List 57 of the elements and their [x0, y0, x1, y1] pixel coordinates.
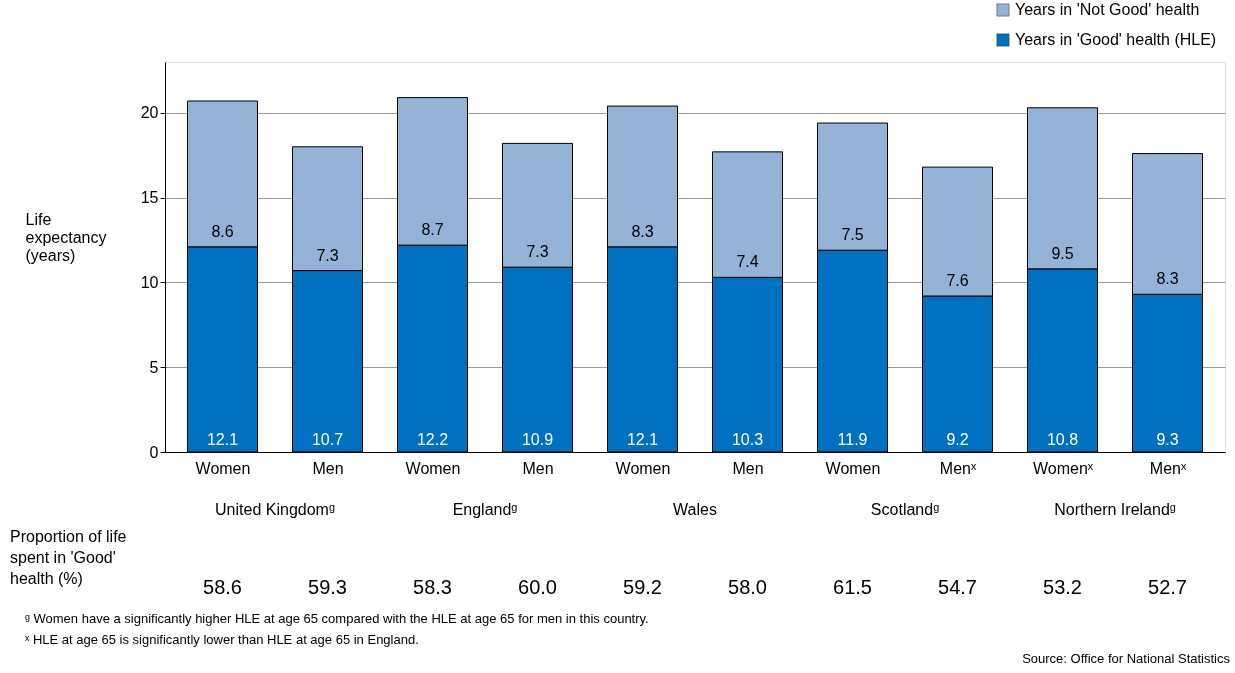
data-label: 8.3: [1156, 270, 1179, 288]
x-tick-label: Men: [522, 459, 554, 477]
data-label: 9.5: [1051, 244, 1074, 262]
data-label: 7.6: [946, 272, 969, 289]
text: Englandᵍ: [452, 501, 518, 518]
source-note: Source: Office for National Statistics: [1022, 651, 1231, 666]
data-label: 7.5: [841, 226, 864, 244]
data-label: 8.6: [211, 222, 234, 240]
y-tick-label: 5: [149, 358, 159, 376]
data-label: 10.7: [311, 431, 344, 448]
text: 61.5: [833, 576, 872, 598]
text: 58.0: [728, 576, 767, 598]
y-tick-label: 15: [140, 189, 159, 207]
data-label: 10.3: [731, 431, 764, 448]
text: 59.2: [623, 576, 662, 598]
data-label: 7.3: [316, 246, 339, 264]
text: 58.6: [203, 576, 242, 598]
legend-label: Years in 'Good' health (HLE): [1015, 31, 1217, 48]
text: Wales: [673, 501, 717, 518]
data-label: 8.3: [631, 222, 654, 240]
text: 54.7: [938, 576, 977, 598]
x-tick-label: Women: [615, 459, 671, 477]
x-tick-label: Women: [825, 459, 881, 477]
data-label: 7.4: [736, 253, 759, 271]
data-label: 9.2: [946, 431, 969, 448]
data-label: 12.1: [626, 431, 659, 448]
text: 52.7: [1148, 576, 1187, 598]
text: 53.2: [1043, 576, 1082, 598]
text: 58.3: [413, 576, 452, 598]
x-tick-label: Men: [732, 459, 764, 477]
x-tick-label: Women: [195, 459, 251, 477]
data-label: 8.7: [421, 221, 444, 239]
y-axis-title: Life expectancy (years): [25, 210, 107, 264]
data-label: 10.9: [521, 431, 554, 448]
data-label: 10.8: [1046, 431, 1079, 448]
text: Northern Irelandᵍ: [1054, 501, 1176, 518]
data-label: 12.1: [206, 431, 239, 448]
text: Scotlandᵍ: [870, 501, 940, 518]
y-tick-label: 20: [140, 104, 159, 122]
text: 60.0: [518, 576, 557, 598]
y-tick-label: 0: [149, 443, 159, 461]
text: ᵍ Women have a significantly higher HLE at age 65 compared with the HLE at age 65 for men in this country.: [25, 611, 649, 626]
x-tick-label: Womenˣ: [1032, 459, 1094, 477]
legend-label: Years in 'Not Good' health: [1015, 1, 1200, 18]
data-label: 9.3: [1156, 431, 1179, 448]
text: ˣ HLE at age 65 is significantly lower than HLE at age 65 in England.: [25, 632, 419, 647]
y-tick-label: 10: [140, 273, 159, 291]
x-tick-label: Women: [405, 459, 461, 477]
data-label: 11.9: [837, 431, 868, 448]
data-label: 7.3: [526, 243, 549, 261]
text: Proportion of life spent in 'Good' health (%): [10, 528, 127, 587]
data-label: 12.2: [416, 431, 449, 448]
text: United Kingdomᵍ: [215, 501, 335, 518]
x-tick-label: Menˣ: [1149, 459, 1187, 477]
x-tick-label: Menˣ: [939, 459, 977, 477]
text: 59.3: [308, 576, 347, 598]
x-tick-label: Men: [312, 459, 344, 477]
